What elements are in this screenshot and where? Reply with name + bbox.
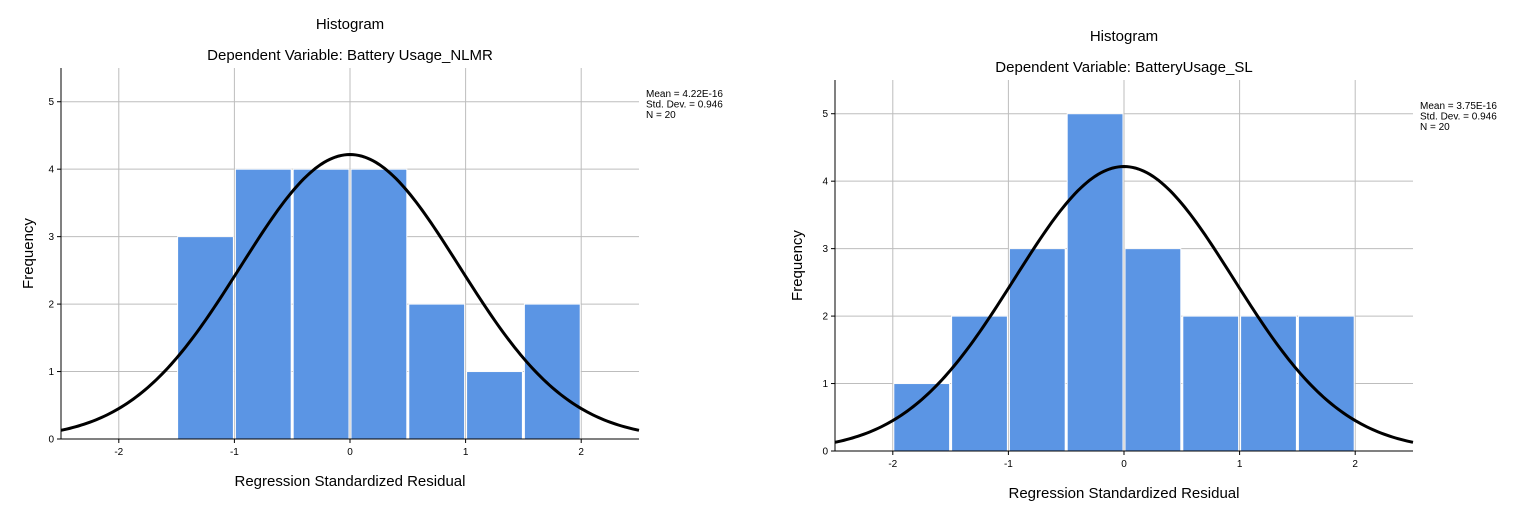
histogram-bar — [292, 168, 350, 440]
y-tick-label: 5 — [48, 97, 54, 108]
y-tick-label: 2 — [822, 312, 828, 323]
histogram-bar — [1066, 113, 1124, 452]
histogram-panel-sl: Histogram Dependent Variable: BatteryUsag… — [774, 0, 1534, 522]
x-tick-label: -2 — [888, 459, 897, 470]
y-tick-label: 3 — [48, 232, 54, 243]
y-axis-title: Frequency — [789, 230, 806, 301]
histogram-bar — [408, 303, 466, 440]
histogram-bar — [1008, 248, 1066, 452]
histogram-bar — [350, 168, 408, 440]
x-axis-title: Regression Standardized Residual — [1009, 485, 1240, 502]
stats-line: Std. Dev. = 0.946 — [646, 100, 723, 111]
y-tick-label: 0 — [48, 435, 54, 446]
histogram-panel-nlmr: Histogram Dependent Variable: Battery Usa… — [20, 16, 723, 490]
chart-subtitle: Dependent Variable: BatteryUsage_SL — [995, 59, 1252, 76]
y-axis-title: Frequency — [20, 218, 37, 289]
x-tick-label: 2 — [1352, 459, 1358, 470]
histogram-bar — [1182, 315, 1240, 452]
stats-line: N = 20 — [646, 110, 676, 121]
x-tick-label: 0 — [1121, 459, 1127, 470]
chart-title: Histogram — [1090, 28, 1158, 45]
stats-line: Mean = 4.22E-16 — [646, 89, 723, 100]
y-tick-label: 4 — [822, 177, 828, 188]
stats-line: N = 20 — [1420, 122, 1450, 133]
y-tick-label: 1 — [48, 367, 54, 378]
normal-curve — [60, 153, 640, 432]
y-tick-label: 3 — [822, 244, 828, 255]
histogram-bar — [951, 315, 1008, 452]
normal-curve — [834, 165, 1414, 444]
x-tick-label: 2 — [578, 447, 584, 458]
stats-line: Mean = 3.75E-16 — [1420, 101, 1497, 112]
y-tick-label: 4 — [48, 165, 54, 176]
y-tick-label: 5 — [822, 109, 828, 120]
y-tick-label: 0 — [822, 447, 828, 458]
histogram-bar — [1124, 248, 1182, 452]
histogram-bar — [1240, 315, 1297, 452]
x-tick-label: 1 — [463, 447, 469, 458]
x-tick-label: -1 — [230, 447, 239, 458]
x-tick-label: 1 — [1237, 459, 1243, 470]
histogram-bar — [177, 236, 234, 440]
x-tick-label: -2 — [114, 447, 123, 458]
x-tick-label: -1 — [1004, 459, 1013, 470]
chart-title: Histogram — [316, 16, 384, 33]
histogram-bar — [523, 303, 581, 440]
histogram-chart-nlmr: Histogram Dependent Variable: Battery Usa… — [20, 16, 723, 490]
stats-line: Std. Dev. = 0.946 — [1420, 112, 1497, 123]
histogram-chart-sl: Histogram Dependent Variable: BatteryUsag… — [789, 28, 1497, 502]
histogram-bar — [466, 371, 523, 440]
y-tick-label: 2 — [48, 300, 54, 311]
chart-subtitle: Dependent Variable: Battery Usage_NLMR — [207, 47, 493, 64]
x-axis-title: Regression Standardized Residual — [235, 473, 466, 490]
histogram-bar — [234, 168, 292, 440]
x-tick-label: 0 — [347, 447, 353, 458]
histogram-bar — [893, 383, 951, 452]
y-tick-label: 1 — [822, 379, 828, 390]
histogram-bar — [1297, 315, 1355, 452]
